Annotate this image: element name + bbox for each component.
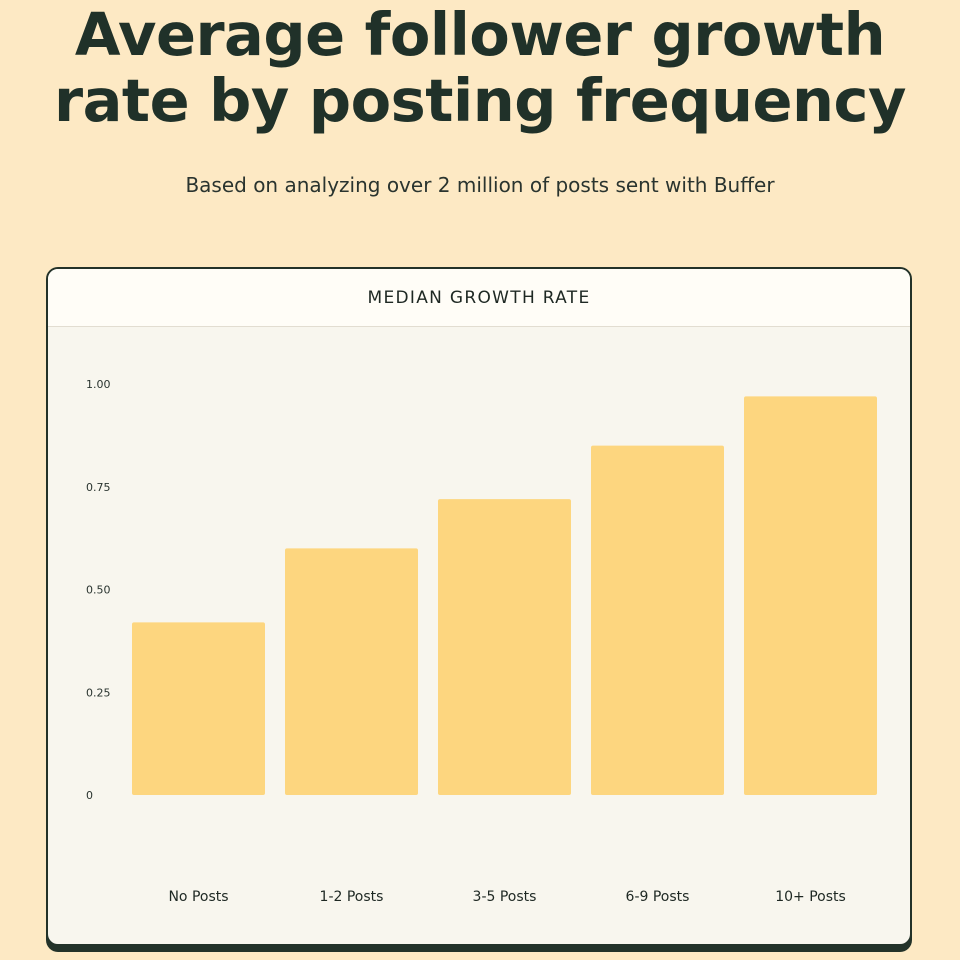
page-subtitle: Based on analyzing over 2 million of pos… <box>185 173 775 197</box>
bar <box>132 622 265 795</box>
y-tick-label: 0 <box>86 789 93 802</box>
page-title-line-2: rate by posting frequency <box>54 66 906 135</box>
bars <box>132 396 877 795</box>
x-tick-label: 1-2 Posts <box>320 889 384 905</box>
bar <box>438 499 571 795</box>
y-tick-label: 1.00 <box>86 378 111 391</box>
bar <box>285 548 418 795</box>
bar-chart: 0 0.25 0.50 0.75 1.00 No Posts 1-2 Posts 3-5 P… <box>86 378 877 905</box>
page-title: Average follower growth rate by posting … <box>40 0 920 134</box>
x-tick-label: No Posts <box>168 889 228 905</box>
bar <box>744 396 877 795</box>
y-axis-ticks: 0 0.25 0.50 0.75 1.00 <box>86 378 111 802</box>
x-axis-labels: No Posts 1-2 Posts 3-5 Posts 6-9 Posts 10+ P… <box>168 889 845 905</box>
x-tick-label: 6-9 Posts <box>626 889 690 905</box>
page-title-line-1: Average follower growth <box>74 0 886 69</box>
x-tick-label: 3-5 Posts <box>473 889 537 905</box>
y-tick-label: 0.50 <box>86 584 111 597</box>
x-tick-label: 10+ Posts <box>775 889 846 905</box>
y-tick-label: 0.25 <box>86 686 111 699</box>
chart-card-header: MEDIAN GROWTH RATE <box>48 269 910 327</box>
chart-title: MEDIAN GROWTH RATE <box>367 287 591 308</box>
chart-card: MEDIAN GROWTH RATE 0 0.25 0.50 0.75 1.00 No … <box>46 267 912 946</box>
y-tick-label: 0.75 <box>86 481 111 494</box>
chart-area: 0 0.25 0.50 0.75 1.00 No Posts 1-2 Posts 3-5 P… <box>48 327 910 944</box>
bar <box>591 445 724 795</box>
